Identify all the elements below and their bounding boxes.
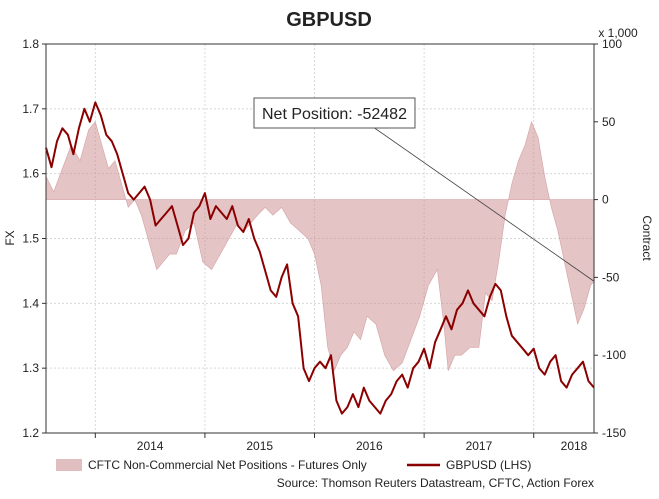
- ticks-layer: 1.2 1.3 1.4 1.5 1.6 1.7 1.8 -150 -100 -50 0 50 100 20…: [22, 37, 626, 453]
- x-tick-label: 2016: [356, 439, 383, 453]
- left-tick-label: 1.5: [22, 232, 39, 246]
- left-tick-label: 1.2: [22, 426, 39, 440]
- legend: CFTC Non-Commercial Net Positions - Futu…: [56, 458, 531, 472]
- x-tick-label: 2014: [137, 439, 164, 453]
- x-tick-label: 2018: [561, 439, 588, 453]
- annotation-box: [253, 97, 416, 129]
- x-tick-label: 2017: [466, 439, 493, 453]
- gbpusd-line: [45, 101, 595, 415]
- x-tick-label: 2015: [246, 439, 273, 453]
- legend-area-swatch: [56, 459, 82, 471]
- left-tick-label: 1.8: [22, 37, 39, 51]
- left-axis-label: FX: [3, 230, 17, 245]
- line-layer: [45, 101, 595, 415]
- left-tick-label: 1.7: [22, 102, 39, 116]
- right-tick-label: 0: [602, 193, 609, 207]
- right-tick-label: -50: [602, 270, 620, 284]
- right-axis-unit: x 1,000: [598, 26, 638, 40]
- right-tick-label: 50: [602, 115, 616, 129]
- chart-title: GBPUSD: [286, 9, 372, 31]
- source-note: Source: Thomson Reuters Datastream, CFTC…: [277, 476, 594, 490]
- left-tick-label: 1.6: [22, 167, 39, 181]
- right-axis-label: Contract: [640, 215, 654, 261]
- annotation-leader-line: [374, 127, 595, 282]
- right-tick-label: -100: [602, 348, 626, 362]
- right-tick-label: -150: [602, 426, 626, 440]
- axes-layer: [42, 43, 598, 438]
- legend-area-label: CFTC Non-Commercial Net Positions - Futu…: [88, 458, 367, 472]
- annotation-text: Net Position: -52482: [262, 106, 407, 123]
- left-tick-label: 1.4: [22, 296, 39, 310]
- legend-line-label: GBPUSD (LHS): [446, 458, 531, 472]
- right-tick-label: 100: [602, 37, 622, 51]
- left-tick-label: 1.3: [22, 361, 39, 375]
